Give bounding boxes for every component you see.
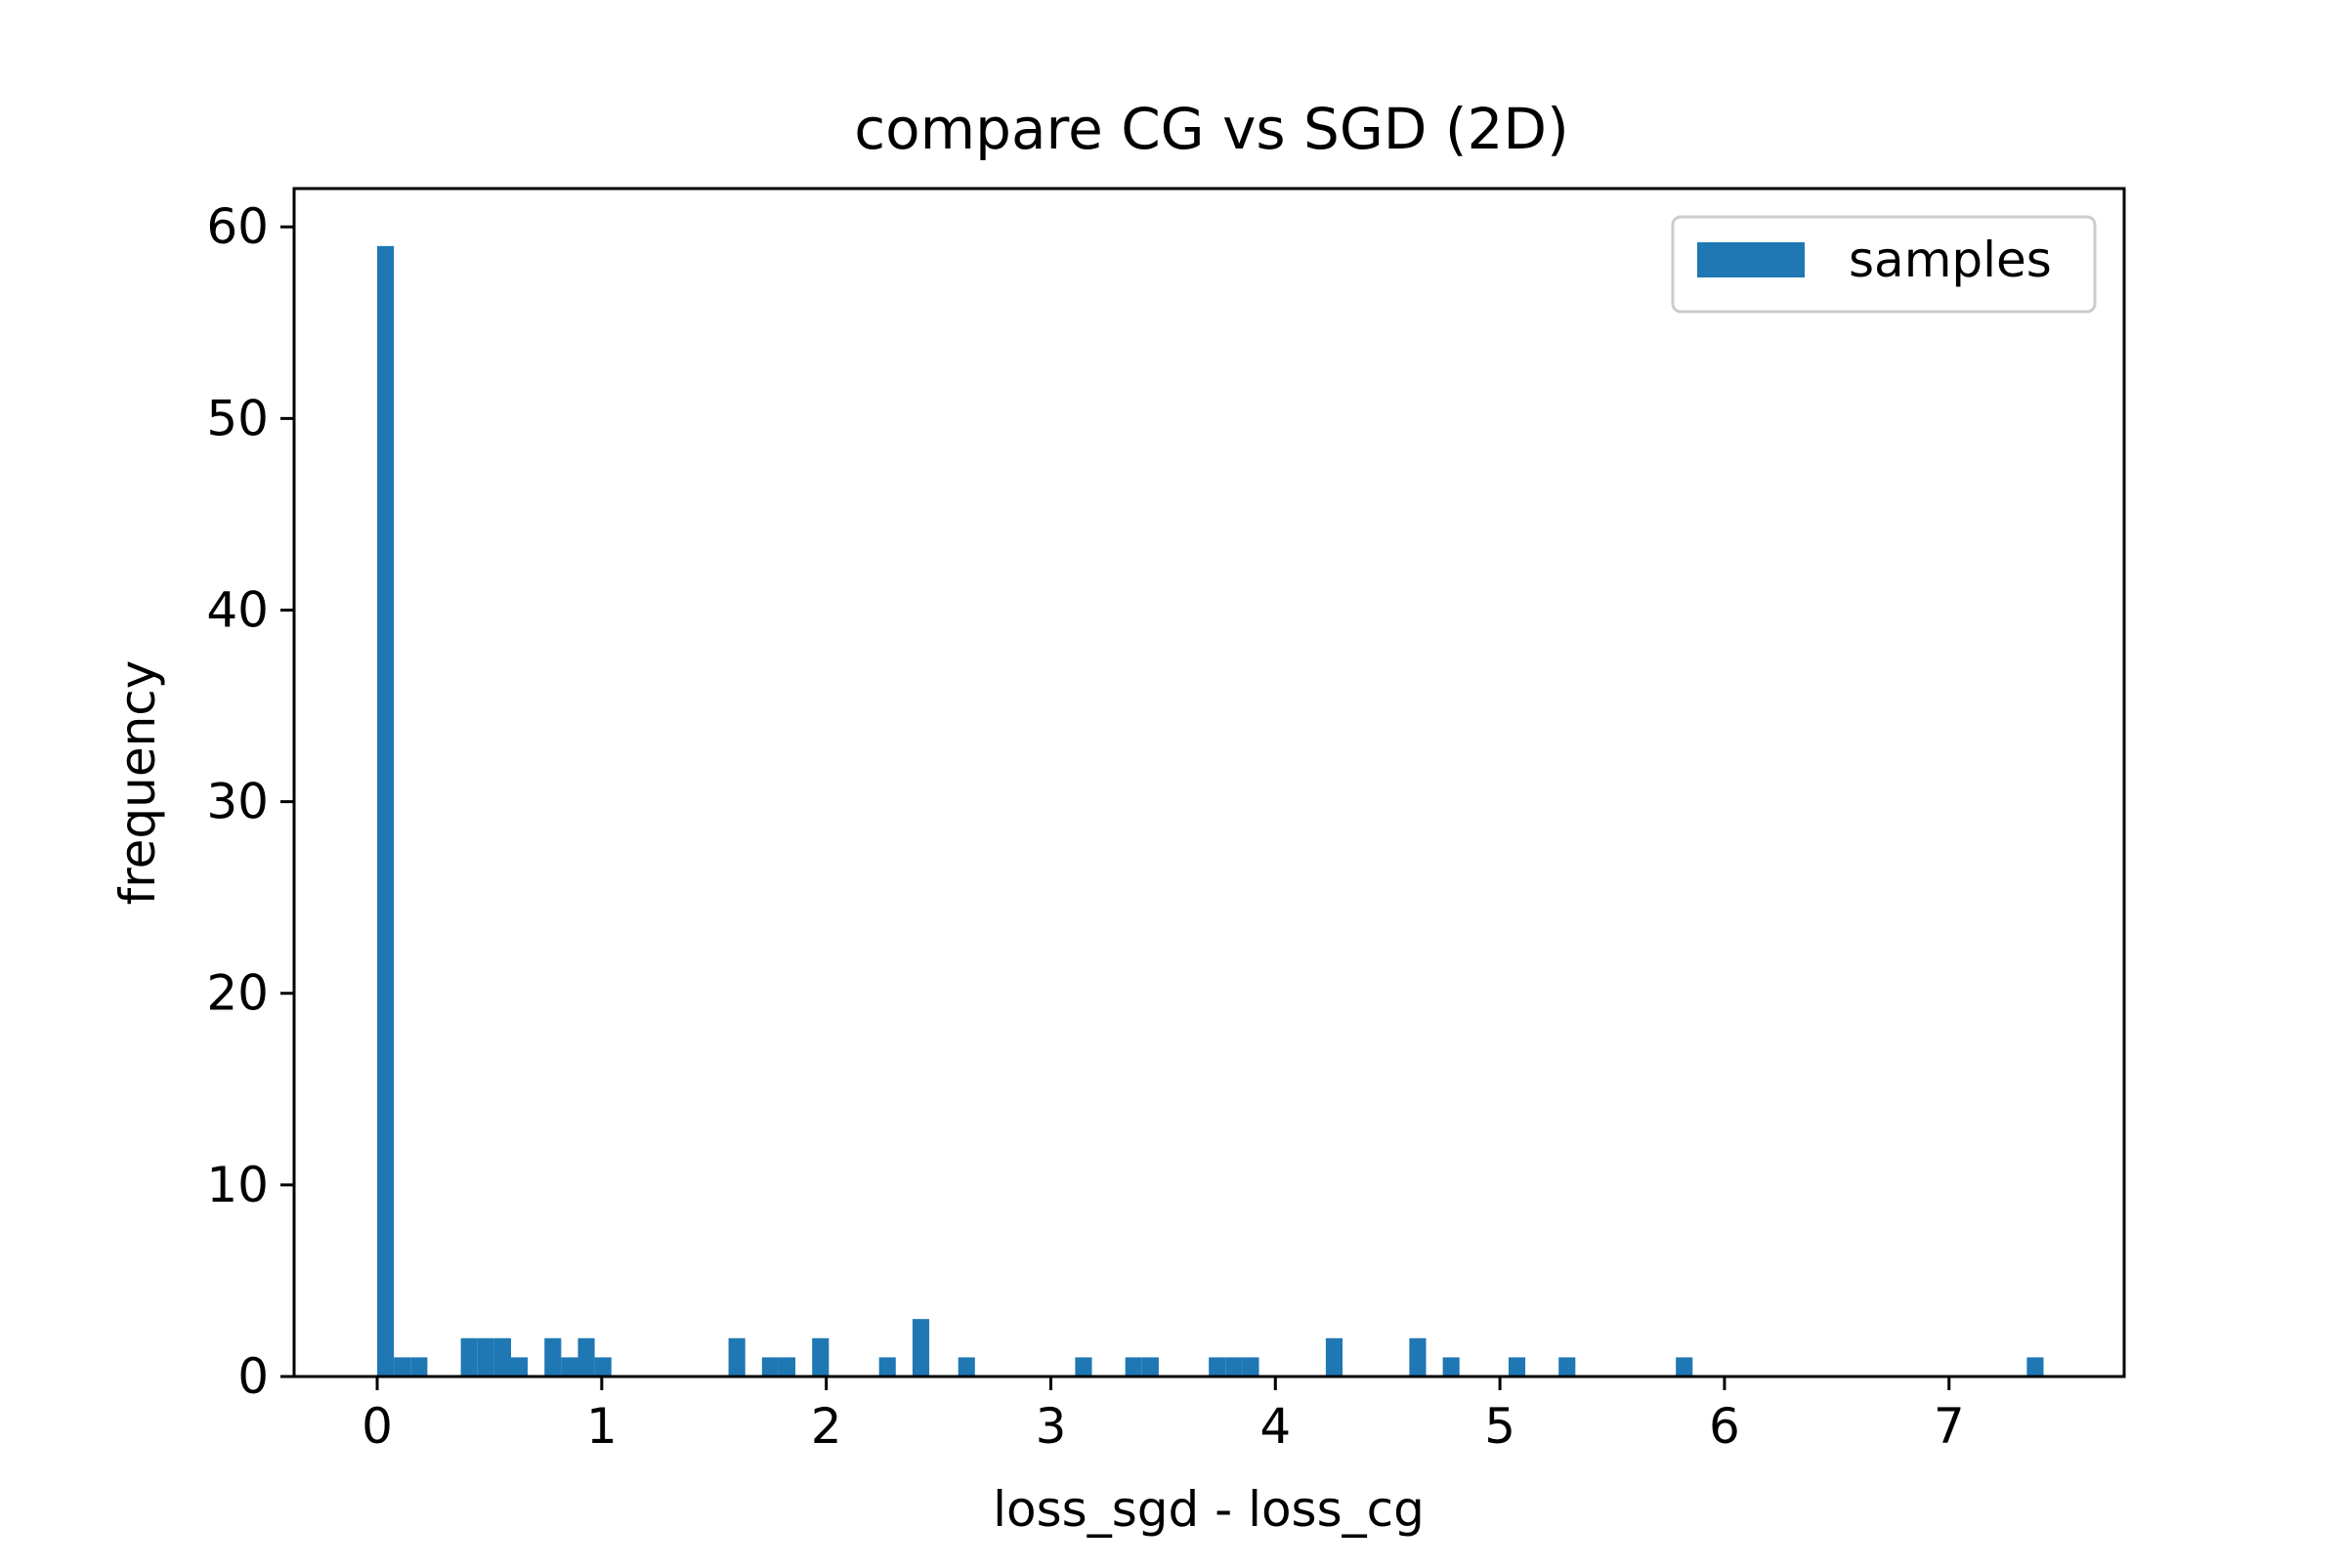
histogram-bar-25 — [1409, 1337, 1427, 1377]
histogram-bar-8 — [561, 1357, 578, 1377]
histogram-bar-1 — [394, 1357, 411, 1377]
ticks-layer: 0 1 2 3 4 5 6 7 0 10 20 30 40 50 60 — [206, 198, 1964, 1455]
histogram-bar-26 — [1442, 1357, 1460, 1377]
plot-frame — [292, 187, 2126, 1378]
histogram-bar-19 — [1125, 1357, 1142, 1377]
legend-box — [1671, 215, 2097, 314]
x-tick-label-3: 3 — [1036, 1398, 1067, 1455]
x-tick-label-5: 5 — [1484, 1398, 1515, 1455]
histogram-bar-10 — [594, 1357, 612, 1377]
histogram-bar-5 — [493, 1337, 511, 1377]
histogram-bar-20 — [1141, 1357, 1159, 1377]
bars-layer — [377, 245, 2044, 1377]
histogram-bar-15 — [878, 1357, 896, 1377]
x-tick-label-4: 4 — [1259, 1398, 1291, 1455]
histogram-bar-13 — [778, 1357, 796, 1377]
y-tick-label-2: 20 — [206, 965, 269, 1022]
y-tick-label-1: 10 — [206, 1157, 269, 1213]
x-axis-label: loss_sgd - loss_cg — [993, 1481, 1425, 1538]
histogram-bar-12 — [761, 1357, 779, 1377]
histogram-bar-30 — [2026, 1357, 2044, 1377]
histogram-bar-7 — [544, 1337, 562, 1377]
y-tick-label-0: 0 — [237, 1348, 269, 1405]
y-axis-label: frequency — [109, 660, 166, 906]
x-tick-label-2: 2 — [811, 1398, 842, 1455]
x-tick-label-7: 7 — [1934, 1398, 1965, 1455]
y-tick-label-5: 50 — [206, 390, 269, 446]
histogram-bar-24 — [1325, 1337, 1343, 1377]
histogram-bar-0 — [377, 245, 395, 1377]
histogram-bar-14 — [812, 1337, 830, 1377]
histogram-bar-6 — [511, 1357, 529, 1377]
histogram-bar-29 — [1676, 1357, 1693, 1377]
histogram-bar-4 — [477, 1337, 494, 1377]
histogram-bar-2 — [410, 1357, 428, 1377]
legend: samples — [1671, 215, 2097, 314]
legend-label-samples: samples — [1849, 232, 2052, 288]
x-tick-label-6: 6 — [1709, 1398, 1740, 1455]
histogram-bar-16 — [912, 1319, 930, 1377]
legend-swatch-samples — [1697, 242, 1805, 277]
histogram-bar-28 — [1558, 1357, 1576, 1377]
x-tick-label-1: 1 — [586, 1398, 618, 1455]
histogram-bar-27 — [1508, 1357, 1526, 1377]
x-tick-label-0: 0 — [362, 1398, 393, 1455]
histogram-bar-23 — [1242, 1357, 1259, 1377]
chart-title: compare CG vs SGD (2D) — [854, 96, 1568, 162]
histogram-bar-21 — [1209, 1357, 1226, 1377]
histogram-bar-18 — [1075, 1357, 1092, 1377]
y-tick-label-4: 40 — [206, 581, 269, 638]
histogram-bar-17 — [958, 1357, 975, 1377]
y-tick-label-3: 30 — [206, 774, 269, 830]
histogram-bar-11 — [728, 1337, 746, 1377]
histogram-bar-3 — [460, 1337, 478, 1377]
histogram-bar-22 — [1225, 1357, 1243, 1377]
y-tick-label-6: 60 — [206, 198, 269, 255]
histogram-bar-9 — [577, 1337, 595, 1377]
